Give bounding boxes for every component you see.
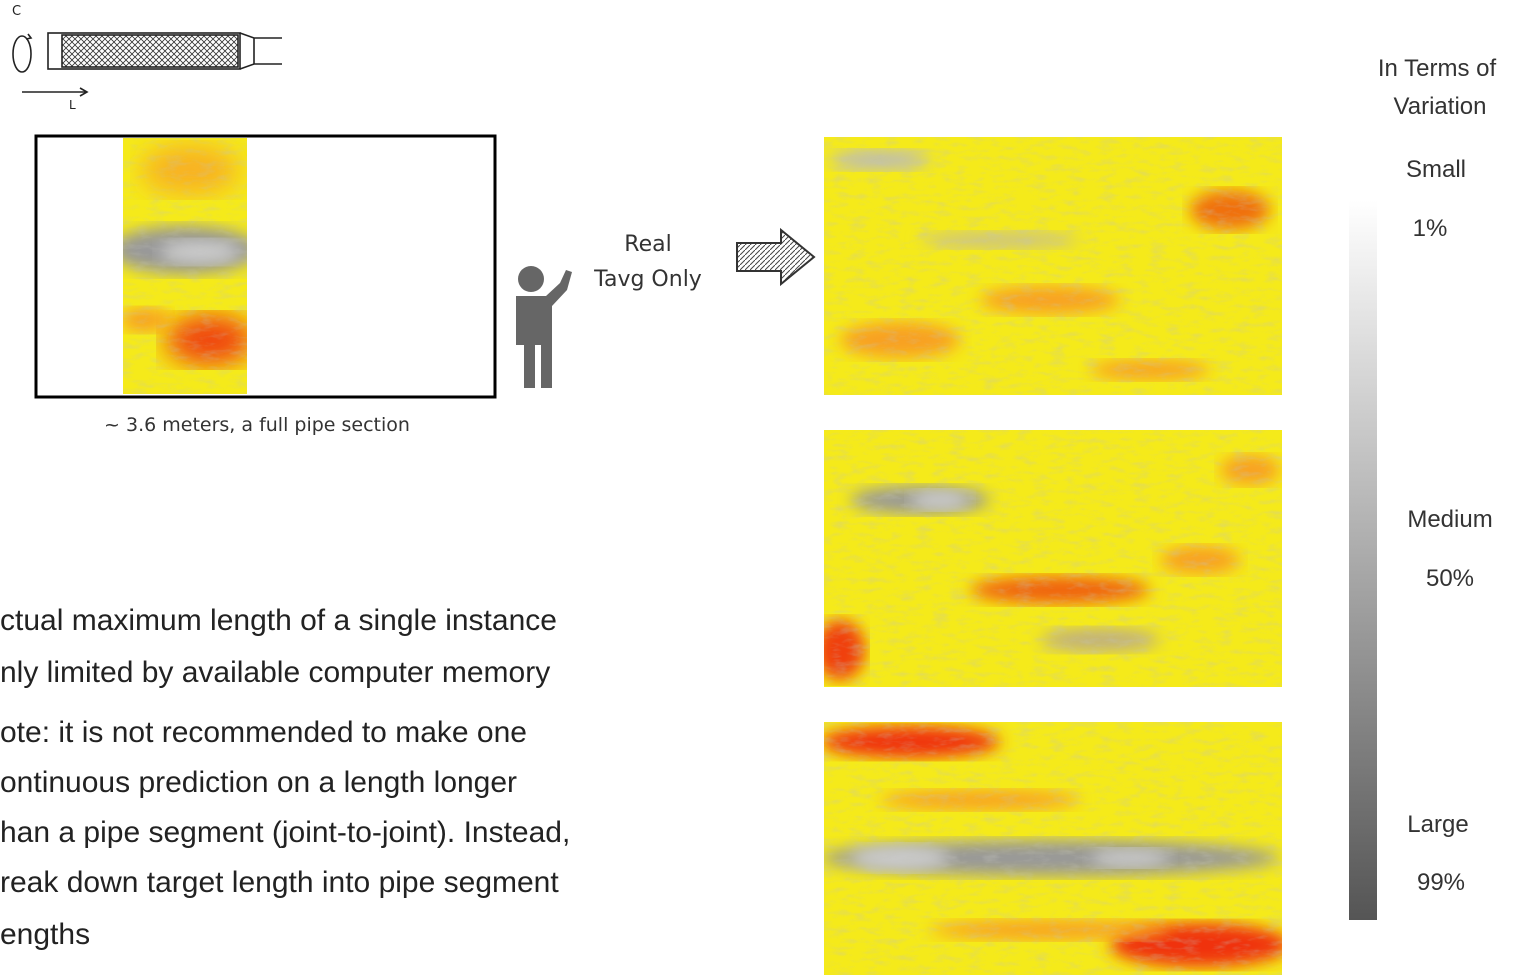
length-label: L [69,98,76,112]
note-line: ote: it is not recommended to make one [0,716,527,750]
prediction-map [824,137,1282,395]
legend-gradient [1349,200,1377,920]
circumference-label: C [12,4,21,19]
note-line: han a pipe segment (joint-to-joint). Ins… [0,816,570,850]
pipe-icon [13,33,282,96]
person-icon [516,266,572,388]
note-line: reak down target length into pipe segmen… [0,866,559,900]
legend-level-value: 50% [1426,565,1474,593]
map-texture [824,137,1282,395]
section-caption: ~ 3.6 meters, a full pipe section [104,414,410,436]
section-strip [110,138,260,394]
slide: C L ~ 3.6 meters, a full pipe section Re… [0,0,1519,976]
prompt-line: Real [624,232,671,257]
prompt-line: Tavg Only [594,267,702,292]
legend-level-name: Large [1407,811,1468,839]
arrow [737,230,814,284]
map-texture [824,430,1282,687]
note-line: nly limited by available computer memory [0,656,550,690]
note-line: engths [0,918,90,952]
note-line: ontinuous prediction on a length longer [0,766,517,800]
section-frame [36,136,495,397]
legend-title: Variation [1394,93,1487,121]
legend-level-value: 99% [1417,869,1465,897]
prediction-map [820,722,1290,975]
legend-level-name: Small [1406,156,1466,184]
note-line: ctual maximum length of a single instanc… [0,604,557,638]
map-texture [824,722,1282,975]
prediction-map [815,430,1282,687]
legend-level-name: Medium [1407,506,1492,534]
legend-level-value: 1% [1413,215,1448,243]
legend-title: In Terms of [1378,55,1496,83]
